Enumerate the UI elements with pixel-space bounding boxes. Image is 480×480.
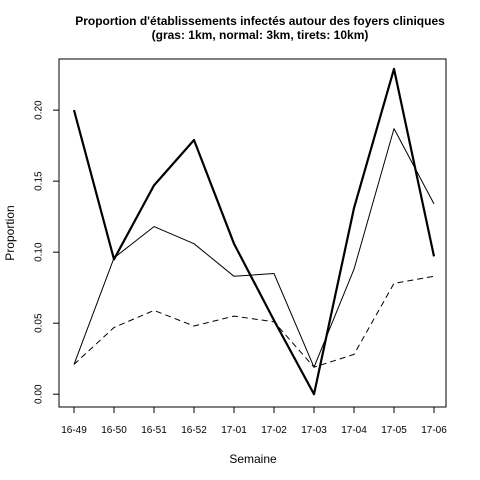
y-tick-label: 0.20	[34, 100, 45, 120]
y-tick-label: 0.10	[34, 242, 45, 262]
y-axis: 0.00 0.05 0.10 0.15 0.20	[34, 100, 60, 404]
x-tick-label: 16-51	[141, 425, 167, 436]
y-tick-label: 0.15	[34, 171, 45, 191]
chart-title: Proportion d'établissements infectés aut…	[75, 14, 445, 28]
chart-subtitle: (gras: 1km, normal: 3km, tirets: 10km)	[152, 28, 369, 42]
y-tick-label: 0.00	[34, 384, 45, 404]
x-axis-label: Semaine	[229, 452, 277, 466]
x-tick-label: 17-05	[381, 425, 407, 436]
series-line-bold	[72, 67, 436, 396]
plot-frame	[58, 58, 447, 408]
x-axis: 16-49 16-50 16-51 16-52 17-01 17-02 17-03 17-04…	[61, 406, 447, 436]
x-tick-label: 16-52	[181, 425, 207, 436]
x-tick-label: 17-03	[301, 425, 327, 436]
series-layer	[72, 67, 436, 396]
x-tick-label: 16-50	[101, 425, 127, 436]
x-tick-label: 17-01	[221, 425, 247, 436]
series-line-normal	[73, 128, 435, 368]
x-tick-label: 17-04	[341, 425, 367, 436]
x-tick-label: 17-06	[421, 425, 447, 436]
y-tick-label: 0.05	[34, 313, 45, 333]
x-tick-label: 16-49	[61, 425, 87, 436]
y-axis-label: Proportion	[3, 205, 17, 260]
series-line-dashed	[73, 275, 435, 368]
x-tick-label: 17-02	[261, 425, 287, 436]
